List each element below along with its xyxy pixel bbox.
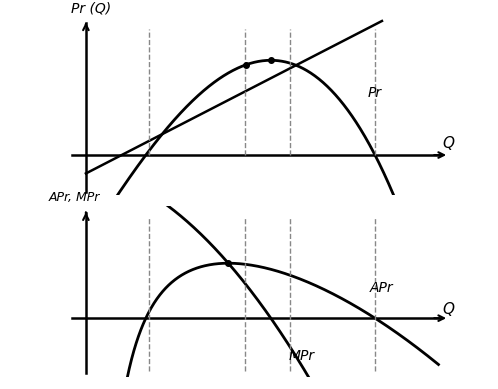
Text: APr, MPr: APr, MPr (49, 191, 100, 205)
Text: APr: APr (370, 281, 393, 295)
Text: Q: Q (442, 136, 454, 151)
Text: MPr: MPr (289, 349, 315, 363)
Text: Pr: Pr (368, 86, 382, 100)
Text: Q: Q (442, 303, 454, 317)
Text: Pr (Q): Pr (Q) (71, 2, 111, 16)
